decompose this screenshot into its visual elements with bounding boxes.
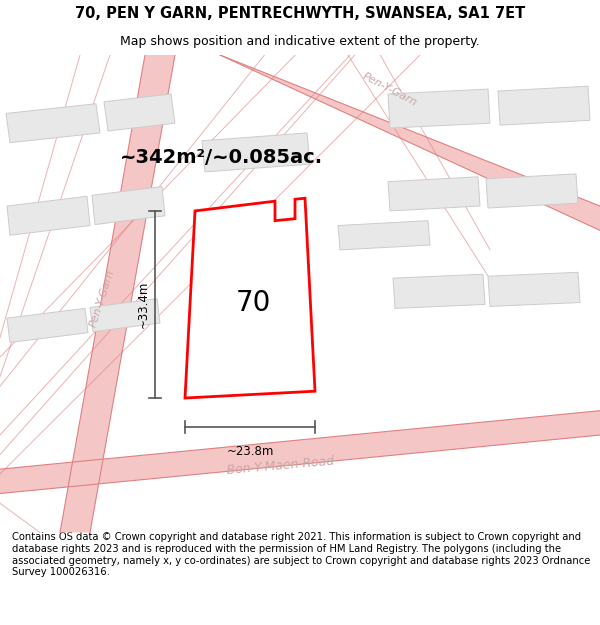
Polygon shape (7, 196, 90, 235)
Polygon shape (202, 133, 310, 172)
Polygon shape (92, 186, 165, 224)
Text: ~33.4m: ~33.4m (137, 281, 149, 328)
Polygon shape (338, 221, 430, 250)
Text: Bon-Y-Maen Road: Bon-Y-Maen Road (226, 455, 334, 478)
Polygon shape (488, 272, 580, 306)
Polygon shape (388, 89, 490, 128)
Polygon shape (498, 86, 590, 125)
Text: ~23.8m: ~23.8m (226, 445, 274, 458)
Text: Map shows position and indicative extent of the property.: Map shows position and indicative extent… (120, 35, 480, 48)
Polygon shape (393, 274, 485, 308)
Polygon shape (104, 94, 175, 131)
Polygon shape (60, 55, 175, 532)
Polygon shape (6, 104, 100, 142)
Text: Pen-Y-Garn: Pen-Y-Garn (361, 71, 419, 108)
Polygon shape (220, 55, 600, 231)
Polygon shape (388, 177, 480, 211)
Text: Pen-Y-Garn: Pen-Y-Garn (88, 268, 116, 329)
Polygon shape (7, 308, 88, 342)
Polygon shape (185, 198, 315, 398)
Text: ~342m²/~0.085ac.: ~342m²/~0.085ac. (120, 148, 323, 167)
Polygon shape (486, 174, 578, 208)
Polygon shape (0, 411, 600, 494)
Text: Contains OS data © Crown copyright and database right 2021. This information is : Contains OS data © Crown copyright and d… (12, 532, 590, 578)
Text: 70, PEN Y GARN, PENTRECHWYTH, SWANSEA, SA1 7ET: 70, PEN Y GARN, PENTRECHWYTH, SWANSEA, S… (75, 6, 525, 21)
Polygon shape (90, 299, 160, 332)
Text: 70: 70 (235, 289, 271, 318)
